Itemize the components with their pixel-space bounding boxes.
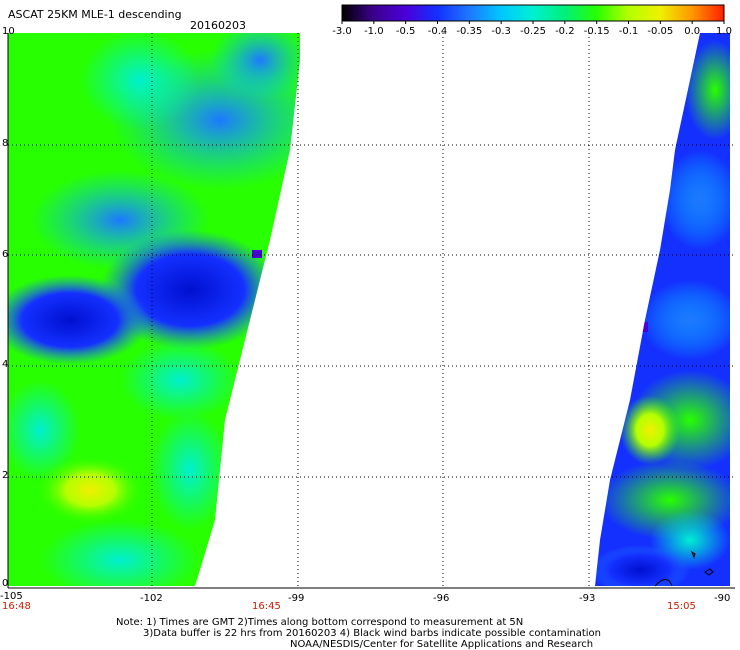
x-tick-105: -105 [0, 591, 23, 602]
x-tick-102: -102 [140, 593, 163, 604]
x-tick-93: -93 [579, 593, 596, 604]
colorbar-label: -0.15 [583, 26, 610, 37]
colorbar-label: 0.0 [684, 26, 701, 37]
graticule [8, 33, 733, 586]
colorbar-label: -0.35 [456, 26, 483, 37]
x-tick-99: -99 [288, 593, 305, 604]
y-tick-8: 8 [2, 138, 9, 149]
y-tick-0: 0 [2, 578, 9, 589]
colorbar [341, 4, 725, 24]
colorbar-label: -0.3 [491, 26, 511, 37]
colorbar-label: 1.0 [716, 26, 732, 37]
note-line-3: NOAA/NESDIS/Center for Satellite Applica… [290, 639, 594, 650]
colorbar-label: -0.25 [520, 26, 546, 37]
time-right: 15:05 [667, 601, 696, 612]
note-line-1: Note: 1) Times are GMT 2)Times along bot… [116, 617, 524, 628]
x-tick-90: -90 [714, 593, 731, 604]
colorbar-label: -0.4 [427, 26, 448, 37]
colorbar-label: -3.0 [332, 26, 352, 37]
right-swath [595, 33, 730, 586]
y-tick-10: 10 [2, 26, 15, 37]
colorbar-label: -0.1 [618, 26, 639, 37]
time-middle: 16:45 [252, 601, 281, 612]
note-line-2: 3)Data buffer is 22 hrs from 20160203 4)… [143, 628, 601, 639]
time-left: 16:48 [2, 601, 31, 612]
y-tick-2: 2 [2, 470, 9, 481]
colorbar-label: -0.05 [647, 26, 674, 37]
y-tick-6: 6 [2, 249, 9, 260]
x-tick-96: -96 [433, 593, 450, 604]
colorbar-label: -1.0 [364, 26, 384, 37]
map-title: ASCAT 25KM MLE-1 descending [8, 8, 182, 21]
colorbar-label: -0.2 [555, 26, 575, 37]
colorbar-label: -0.5 [395, 26, 416, 37]
left-swath [8, 33, 300, 586]
y-tick-4: 4 [2, 359, 9, 370]
map-date: 20160203 [190, 19, 246, 32]
colorbar-ramp [341, 4, 725, 22]
